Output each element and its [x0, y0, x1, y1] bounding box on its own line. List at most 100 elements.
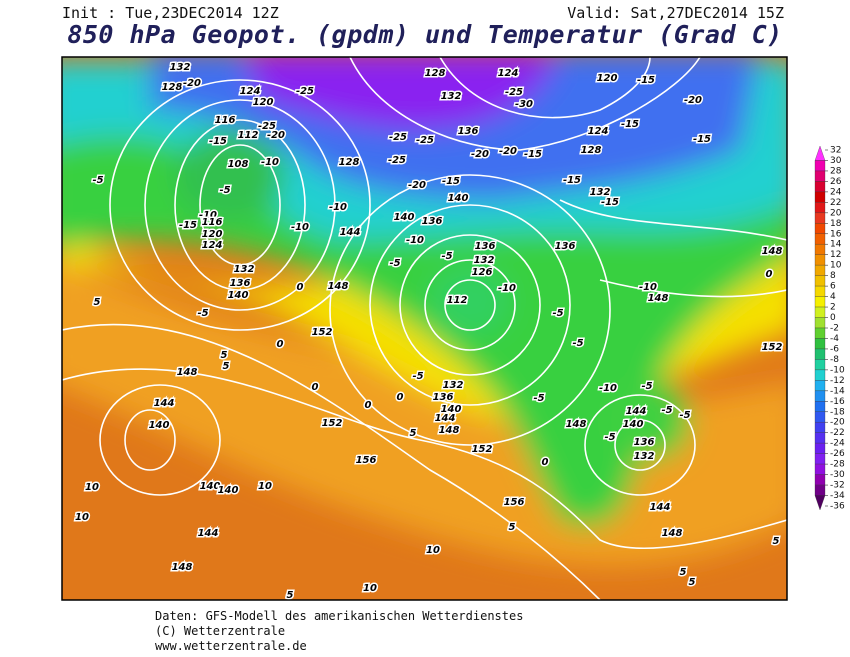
contour-label: 126	[472, 267, 493, 278]
contour-label: 124	[588, 126, 609, 137]
contour-label: 0	[397, 392, 404, 403]
colorbar-swatch	[814, 145, 826, 161]
contour-label: -20	[408, 180, 426, 191]
contour-label: 112	[447, 295, 468, 306]
contour-label: 152	[472, 444, 493, 455]
colorbar-swatch	[814, 327, 826, 339]
contour-label: 5	[773, 536, 780, 547]
contour-label: -15	[601, 197, 619, 208]
contour-label: 116	[202, 217, 223, 228]
colorbar-tick-label: -16	[830, 397, 845, 407]
contour-label: 10	[258, 481, 272, 492]
contour-label: 128	[162, 82, 183, 93]
contour-label: 128	[425, 68, 446, 79]
contour-label: 120	[253, 97, 274, 108]
contour-label: 156	[504, 497, 525, 508]
contour-label: -10	[329, 202, 347, 213]
colorbar-swatch	[814, 348, 826, 360]
contour-label: 140	[149, 420, 170, 431]
contour-label: 0	[542, 457, 549, 468]
colorbar-tick-label: -24	[830, 439, 845, 449]
contour-label: -15	[563, 175, 581, 186]
colorbar-tick-label: 10	[830, 261, 842, 271]
contour-label: 140	[200, 481, 221, 492]
colorbar-tick-label: -4	[830, 334, 839, 344]
contour-label: 128	[339, 157, 360, 168]
colorbar-swatch	[814, 191, 826, 203]
contour-label: 148	[172, 562, 193, 573]
contour-label: 132	[170, 62, 191, 73]
colorbar-swatch	[814, 495, 826, 511]
colorbar-tick-label: -20	[830, 418, 845, 428]
init-time: Init : Tue,23DEC2014 12Z	[62, 4, 279, 22]
colorbar-swatch	[814, 202, 826, 213]
contour-label: 136	[458, 126, 479, 137]
contour-label: 140	[623, 419, 644, 430]
colorbar-swatch	[814, 233, 826, 245]
contour-label: -10	[639, 282, 657, 293]
contour-label: 10	[85, 482, 99, 493]
contour-label: 108	[228, 159, 249, 170]
colorbar-swatch	[814, 181, 826, 193]
contour-label: 144	[650, 502, 671, 513]
contour-label: 5	[223, 361, 230, 372]
colorbar-tick-label: 32	[830, 146, 841, 156]
contour-label: -5	[441, 251, 452, 262]
contour-label: -15	[637, 75, 655, 86]
contour-label: -5	[533, 393, 544, 404]
colorbar-swatch	[814, 212, 826, 224]
footer-url: www.wetterzentrale.de	[155, 639, 307, 653]
colorbar-swatch	[814, 317, 826, 329]
colorbar-swatch	[814, 484, 826, 496]
contour-label: 140	[441, 404, 462, 415]
colorbar-swatch	[814, 380, 826, 391]
colorbar-swatch	[814, 369, 826, 381]
contour-label: -15	[179, 220, 197, 231]
contour-label: 144	[154, 398, 175, 409]
colorbar-tick-label: -12	[830, 376, 845, 386]
contour-label: 5	[689, 577, 696, 588]
contour-label: -25	[416, 135, 434, 146]
colorbar-tick-label: 8	[830, 271, 836, 281]
contours	[62, 57, 787, 600]
contour-label: -5	[604, 432, 615, 443]
contour-label: -5	[219, 185, 230, 196]
colorbar-tick-label: 18	[830, 219, 842, 229]
contour-label: 136	[475, 241, 496, 252]
colorbar-tick-label: 16	[830, 229, 842, 239]
contour-label: 5	[410, 428, 417, 439]
colorbar-swatch	[814, 338, 826, 350]
contour-label: -5	[552, 308, 563, 319]
contour-label: 0	[312, 382, 319, 393]
contour-label: 132	[234, 264, 255, 275]
contour-label: 144	[340, 227, 361, 238]
contour-label: -20	[499, 146, 517, 157]
colorbar-swatch	[814, 432, 826, 444]
colorbar-tick-label: -32	[830, 481, 845, 491]
contour-label: -10	[199, 210, 217, 221]
contour-label: 5	[221, 350, 228, 361]
colorbar-swatch	[814, 254, 826, 266]
colorbar-tick-label: 2	[830, 303, 836, 313]
contour-label: -20	[684, 95, 702, 106]
contour-label: -5	[389, 258, 400, 269]
contour-label: 10	[363, 583, 377, 594]
valid-time: Valid: Sat,27DEC2014 15Z	[567, 4, 784, 22]
contour-label: -30	[515, 99, 533, 110]
contour-label: 156	[356, 455, 377, 466]
contour-label: 136	[422, 216, 443, 227]
contour-label: -10	[291, 222, 309, 233]
contour-label: 10	[426, 545, 440, 556]
contour-label: -10	[498, 283, 516, 294]
contour-label: 132	[634, 451, 655, 462]
map-title: 850 hPa Geopot. (gpdm) und Temperatur (G…	[67, 20, 783, 49]
contour-label: 148	[662, 528, 683, 539]
colorbar-tick-label: 30	[830, 156, 842, 166]
colorbar-swatch	[814, 463, 826, 475]
contour-label: 140	[448, 193, 469, 204]
contour-label: -25	[505, 87, 523, 98]
colorbar-swatch	[814, 306, 826, 318]
colorbar-swatch	[814, 170, 826, 182]
colorbar-tick-label: -26	[830, 449, 845, 459]
